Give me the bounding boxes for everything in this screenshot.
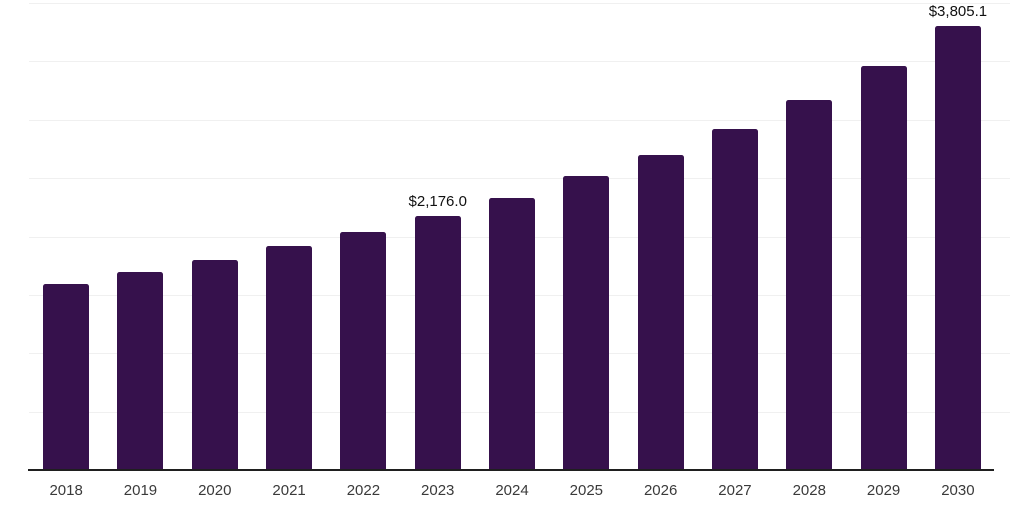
x-tick-label-2024: 2024	[495, 482, 529, 499]
bar-slot-2030: $3,805.1	[921, 3, 995, 470]
bar-slot-2023: $2,176.0	[401, 3, 475, 470]
x-tick-label-2030: 2030	[941, 482, 975, 499]
bar-slot-2024	[475, 3, 549, 470]
bar-2019	[117, 271, 164, 470]
x-tick-label-2023: 2023	[421, 482, 455, 499]
bar-2030	[934, 25, 981, 470]
bar-slot-2022	[326, 3, 400, 470]
bar-slot-2020	[178, 3, 252, 470]
x-tick-label-2022: 2022	[346, 482, 381, 499]
bar-slot-2028	[772, 3, 846, 470]
bar-2028	[786, 99, 833, 470]
bar-2023	[414, 215, 461, 470]
bar-value-label-2030: $3,805.1	[928, 3, 988, 21]
bar-2025	[563, 176, 610, 470]
bar-slot-2026	[624, 3, 698, 470]
bar-slot-2021	[252, 3, 326, 470]
bar-2026	[637, 154, 684, 470]
bar-slot-2018	[29, 3, 103, 470]
bar-2018	[43, 284, 90, 470]
x-axis-tick-labels: 2018 2019 2020 2021 2022 2023 2024 2025 2026 2027…	[29, 482, 995, 500]
x-tick-label-2025: 2025	[569, 482, 604, 499]
bar-slot-2019	[103, 3, 177, 470]
x-tick-label-2021: 2021	[272, 482, 306, 499]
bar-slot-2029	[846, 3, 920, 470]
x-tick-label-2020: 2020	[198, 482, 232, 499]
bar-2029	[860, 66, 907, 470]
bar-slot-2027	[698, 3, 772, 470]
bar-2024	[489, 197, 536, 470]
x-axis-line	[28, 469, 994, 471]
bar-2020	[191, 259, 238, 470]
x-tick-label-2019: 2019	[123, 482, 158, 499]
bar-2021	[266, 246, 313, 470]
x-tick-label-2027: 2027	[718, 482, 752, 499]
bars-layer: $2,176.0 $3,805.1	[29, 3, 995, 470]
bar-slot-2025	[549, 3, 623, 470]
bar-value-label-2023: $2,176.0	[408, 193, 467, 211]
bar-2022	[340, 231, 387, 470]
x-tick-label-2026: 2026	[643, 482, 678, 499]
x-tick-label-2018: 2018	[49, 482, 83, 499]
x-tick-label-2029: 2029	[866, 482, 901, 499]
x-tick-label-2028: 2028	[792, 482, 826, 499]
bar-2027	[711, 129, 758, 470]
